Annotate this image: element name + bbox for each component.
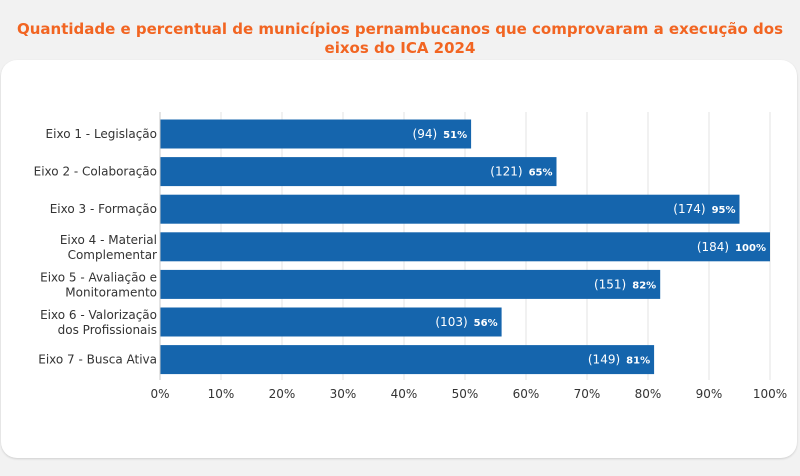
x-tick-label: 20% [269,387,296,401]
bar [160,232,770,262]
count-label: (184) [697,240,729,254]
count-label: (151) [594,277,626,291]
x-tick-label: 0% [150,387,169,401]
bar [160,269,661,299]
x-tick-label: 40% [391,387,418,401]
percent-label: 95% [712,205,736,216]
count-label: (174) [673,202,705,216]
category-label: Eixo 1 - Legislação [46,127,157,141]
x-tick-label: 30% [330,387,357,401]
percent-label: 81% [626,356,650,367]
bar [160,119,472,149]
percent-label: 56% [474,318,498,329]
category-label: Eixo 6 - Valorização dos Profissionais [40,308,157,337]
category-label: Eixo 3 - Formação [50,202,157,216]
count-label: (121) [490,165,522,179]
category-label: Eixo 4 - Material Complementar [60,233,157,262]
count-label: (103) [435,315,467,329]
x-tick-label: 50% [452,387,479,401]
count-label: (94) [413,127,438,141]
x-tick-label: 60% [513,387,540,401]
percent-label: 100% [735,243,766,254]
x-tick-label: 100% [753,387,787,401]
percent-label: 51% [443,130,467,141]
bar [160,194,740,224]
percent-label: 82% [632,280,656,291]
bar [160,157,557,187]
category-label: Eixo 7 - Busca Ativa [38,353,157,367]
bar [160,307,502,337]
category-label: Eixo 5 - Avaliação e Monitoramento [40,270,157,299]
percent-label: 65% [529,168,553,179]
x-tick-label: 80% [635,387,662,401]
chart-title: Quantidade e percentual de municípios pe… [16,20,784,57]
x-tick-label: 90% [696,387,723,401]
count-label: (149) [588,353,620,367]
category-label: Eixo 2 - Colaboração [34,165,157,179]
x-tick-label: 10% [208,387,235,401]
bar [160,345,655,375]
x-tick-label: 70% [574,387,601,401]
